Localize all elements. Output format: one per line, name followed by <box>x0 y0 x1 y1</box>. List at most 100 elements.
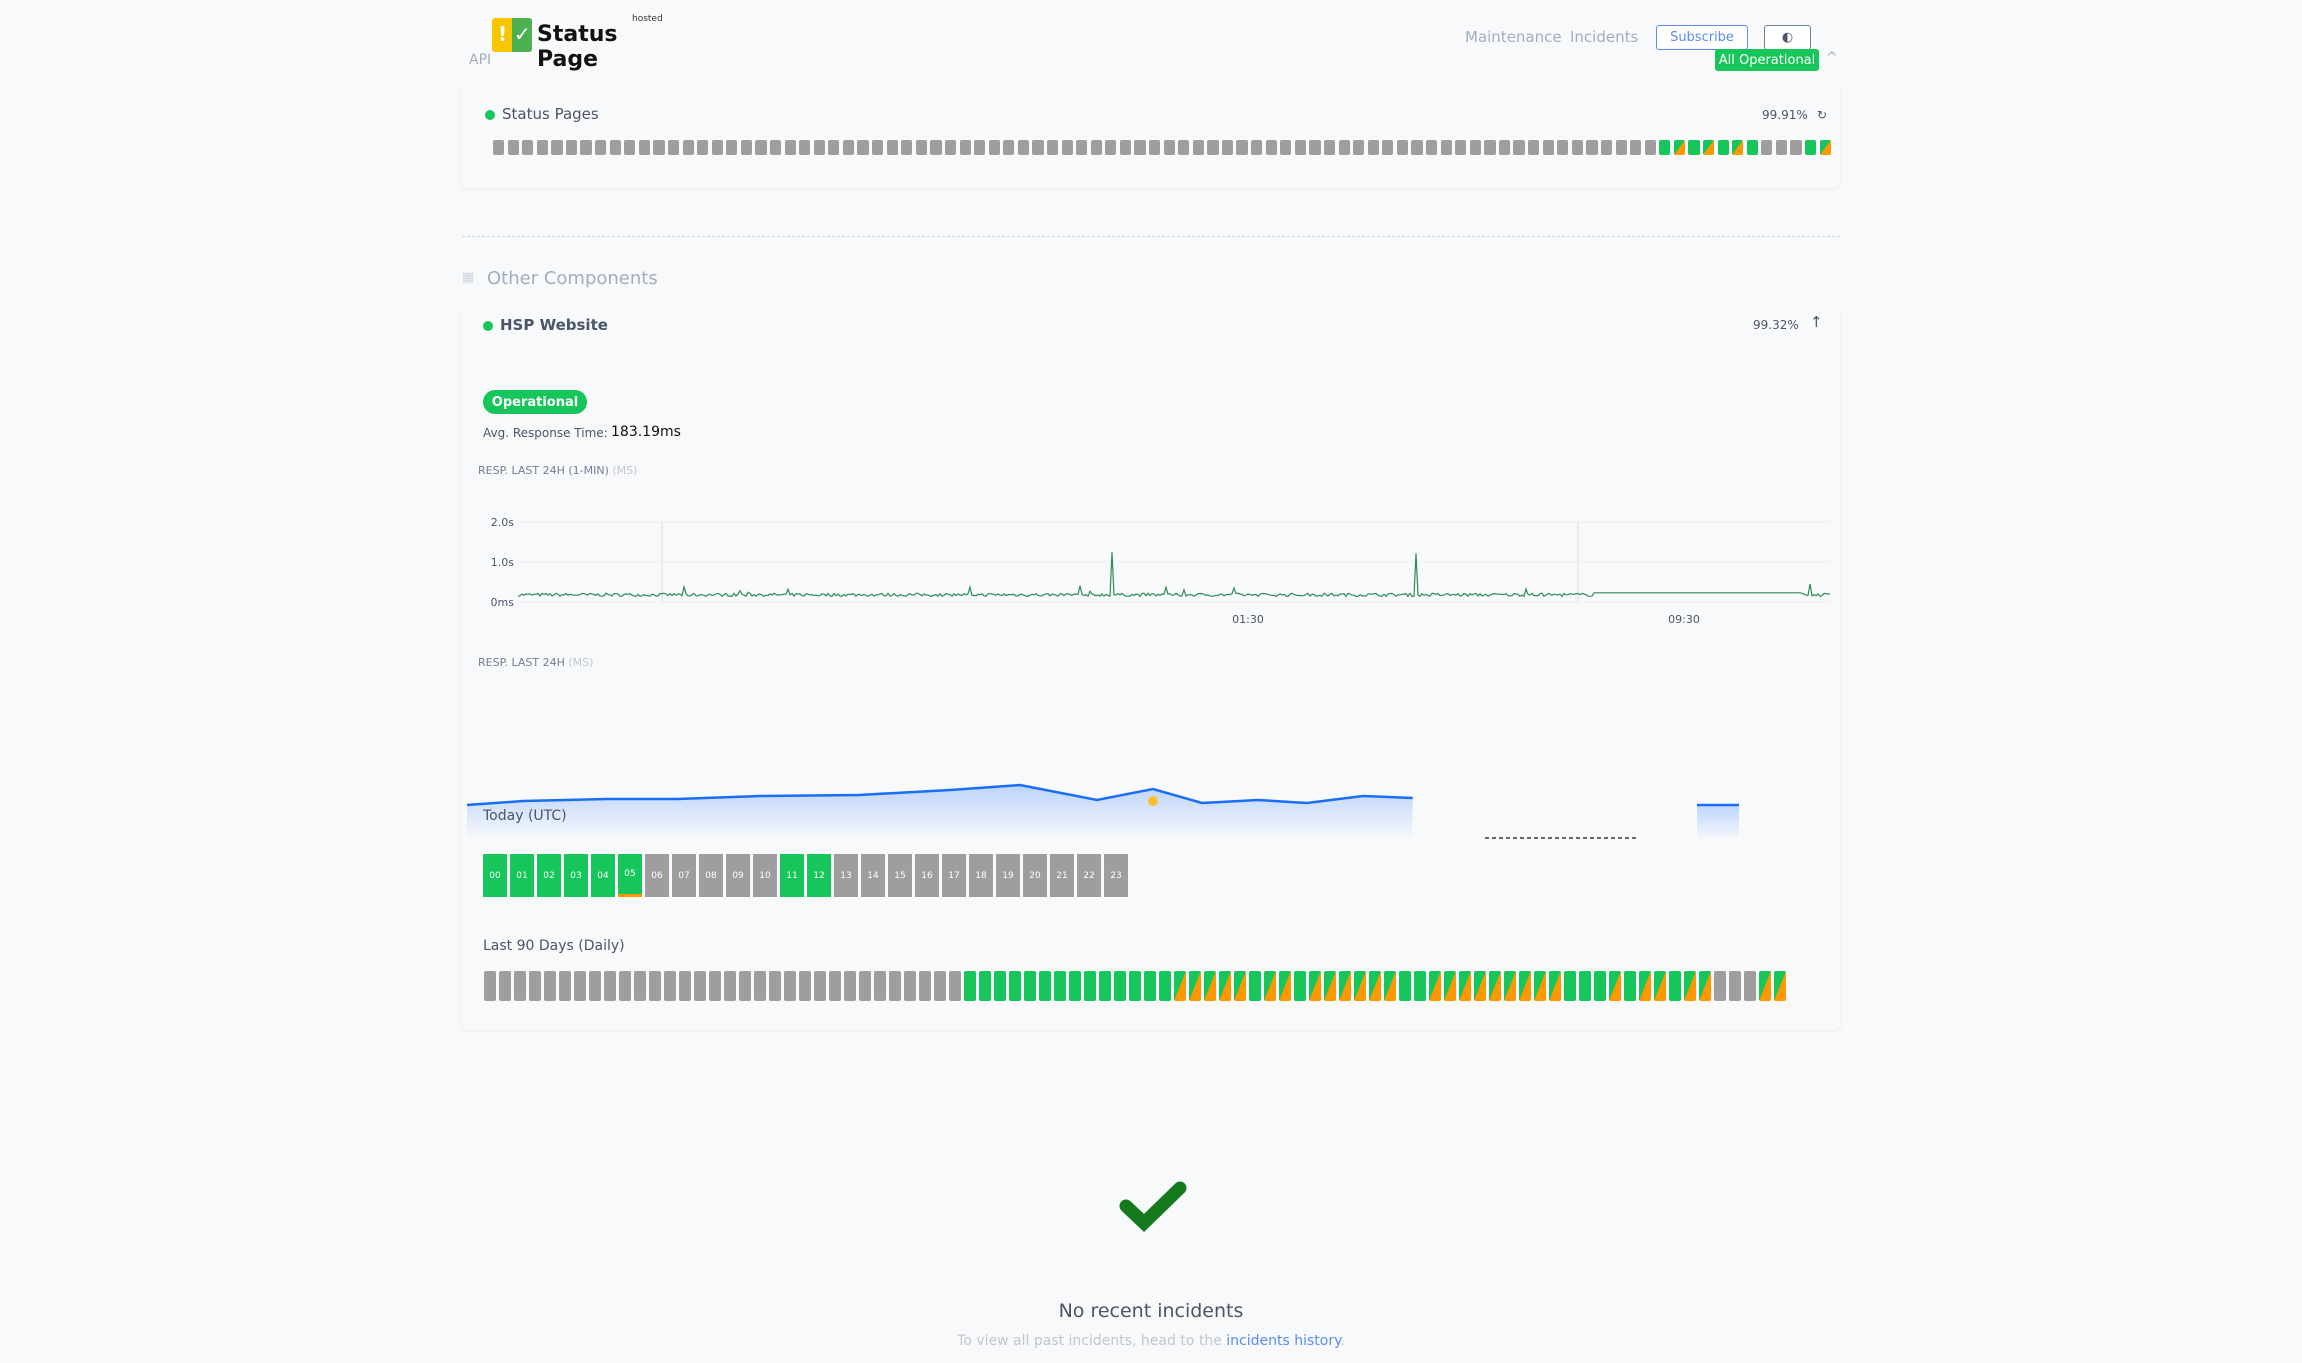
uptime-bar[interactable] <box>889 971 901 1001</box>
uptime-bar[interactable] <box>619 971 631 1001</box>
uptime-bar[interactable] <box>624 140 636 155</box>
uptime-bar[interactable] <box>653 140 665 155</box>
uptime-bar[interactable] <box>559 971 571 1001</box>
hour-block[interactable]: 06 <box>645 854 669 897</box>
uptime-bar[interactable] <box>697 140 709 155</box>
hour-block[interactable]: 20 <box>1023 854 1047 897</box>
hour-block[interactable]: 16 <box>915 854 939 897</box>
hour-block[interactable]: 11 <box>780 854 804 897</box>
uptime-bar[interactable] <box>709 971 721 1001</box>
uptime-bar[interactable] <box>1729 971 1741 1001</box>
uptime-bar[interactable] <box>1174 971 1186 1001</box>
hour-block[interactable]: 02 <box>537 854 561 897</box>
uptime-bar[interactable] <box>1659 140 1671 155</box>
uptime-bar[interactable] <box>1382 140 1394 155</box>
uptime-bar[interactable] <box>565 140 578 155</box>
hour-block[interactable]: 03 <box>564 854 588 897</box>
uptime-bar[interactable] <box>901 140 913 155</box>
hour-block[interactable]: 14 <box>861 854 885 897</box>
uptime-bar[interactable] <box>844 971 856 1001</box>
uptime-bar[interactable] <box>739 971 751 1001</box>
uptime-bar[interactable] <box>1399 971 1411 1001</box>
uptime-bar[interactable] <box>1192 140 1204 155</box>
uptime-bar[interactable] <box>1207 140 1219 155</box>
subscribe-button[interactable]: Subscribe <box>1656 25 1748 50</box>
uptime-bar[interactable] <box>1542 140 1554 155</box>
uptime-bar[interactable] <box>1702 140 1715 155</box>
uptime-bar[interactable] <box>514 971 526 1001</box>
uptime-bar[interactable] <box>1469 140 1481 155</box>
hour-block[interactable]: 10 <box>753 854 777 897</box>
uptime-bar[interactable] <box>595 140 607 155</box>
uptime-bar[interactable] <box>1669 971 1681 1001</box>
hour-block[interactable]: 12 <box>807 854 831 897</box>
uptime-bar[interactable] <box>1455 140 1467 155</box>
hour-block[interactable]: 13 <box>834 854 858 897</box>
uptime-bar[interactable] <box>1251 140 1263 155</box>
uptime-bar[interactable] <box>1338 140 1350 155</box>
uptime-bar[interactable] <box>1504 971 1516 1001</box>
uptime-bar[interactable] <box>872 140 884 155</box>
uptime-bar[interactable] <box>1744 971 1756 1001</box>
uptime-bar[interactable] <box>1699 971 1711 1001</box>
uptime-bar[interactable] <box>1084 971 1096 1001</box>
uptime-bar[interactable] <box>1149 140 1161 155</box>
uptime-bar[interactable] <box>1557 140 1569 155</box>
uptime-bar[interactable] <box>1234 971 1246 1001</box>
uptime-bar[interactable] <box>1076 140 1088 155</box>
uptime-bar[interactable] <box>1586 140 1598 155</box>
uptime-bar[interactable] <box>634 971 646 1001</box>
uptime-bar[interactable] <box>1046 140 1059 155</box>
incidents-history-link[interactable]: incidents history <box>1226 1333 1341 1349</box>
uptime-bar[interactable] <box>1639 971 1651 1001</box>
uptime-bar[interactable] <box>1236 140 1248 155</box>
uptime-bar[interactable] <box>915 140 927 155</box>
uptime-bar[interactable] <box>1129 971 1141 1001</box>
uptime-bar[interactable] <box>740 140 753 155</box>
hour-block[interactable]: 09 <box>726 854 750 897</box>
response-chart-24h[interactable] <box>467 705 1845 845</box>
arrow-up-icon[interactable]: ↑ <box>1810 313 1823 331</box>
uptime-bar[interactable] <box>1714 971 1726 1001</box>
component-name[interactable]: Status Pages <box>502 105 599 123</box>
uptime-bar[interactable] <box>1615 140 1627 155</box>
uptime-bar[interactable] <box>1396 140 1409 155</box>
uptime-bar[interactable] <box>1630 140 1642 155</box>
uptime-bar[interactable] <box>1594 971 1606 1001</box>
uptime-bar[interactable] <box>1759 971 1771 1001</box>
uptime-bar[interactable] <box>934 971 946 1001</box>
uptime-bar[interactable] <box>1761 140 1773 155</box>
uptime-bar[interactable] <box>1324 971 1336 1001</box>
uptime-bar[interactable] <box>886 140 898 155</box>
hour-block[interactable]: 18 <box>969 854 993 897</box>
hour-block[interactable]: 17 <box>942 854 966 897</box>
uptime-bar[interactable] <box>1221 140 1234 155</box>
uptime-bar[interactable] <box>1294 971 1306 1001</box>
uptime-bar[interactable] <box>1474 971 1486 1001</box>
uptime-bar[interactable] <box>857 140 869 155</box>
uptime-bar[interactable] <box>1819 140 1831 155</box>
uptime-bar[interactable] <box>1163 140 1175 155</box>
uptime-bar[interactable] <box>679 971 691 1001</box>
uptime-bar[interactable] <box>813 140 825 155</box>
uptime-bar[interactable] <box>667 140 680 155</box>
uptime-bar[interactable] <box>529 971 541 1001</box>
uptime-bar[interactable] <box>682 140 694 155</box>
uptime-bar[interactable] <box>859 971 871 1001</box>
uptime-bar[interactable] <box>649 971 661 1001</box>
uptime-bar[interactable] <box>1219 971 1231 1001</box>
uptime-bar[interactable] <box>1280 140 1292 155</box>
uptime-bar[interactable] <box>580 140 592 155</box>
uptime-bar[interactable] <box>1009 971 1021 1001</box>
uptime-bar[interactable] <box>1105 140 1117 155</box>
uptime-bar[interactable] <box>814 971 826 1001</box>
uptime-bar[interactable] <box>930 140 942 155</box>
uptime-bar[interactable] <box>1774 971 1786 1001</box>
uptime-bar[interactable] <box>1688 140 1700 155</box>
uptime-bar[interactable] <box>1024 971 1036 1001</box>
uptime-bar[interactable] <box>1644 140 1656 155</box>
uptime-bar[interactable] <box>1294 140 1306 155</box>
uptime-bar[interactable] <box>1519 971 1531 1001</box>
uptime-bar[interactable] <box>755 140 767 155</box>
hour-block[interactable]: 08 <box>699 854 723 897</box>
